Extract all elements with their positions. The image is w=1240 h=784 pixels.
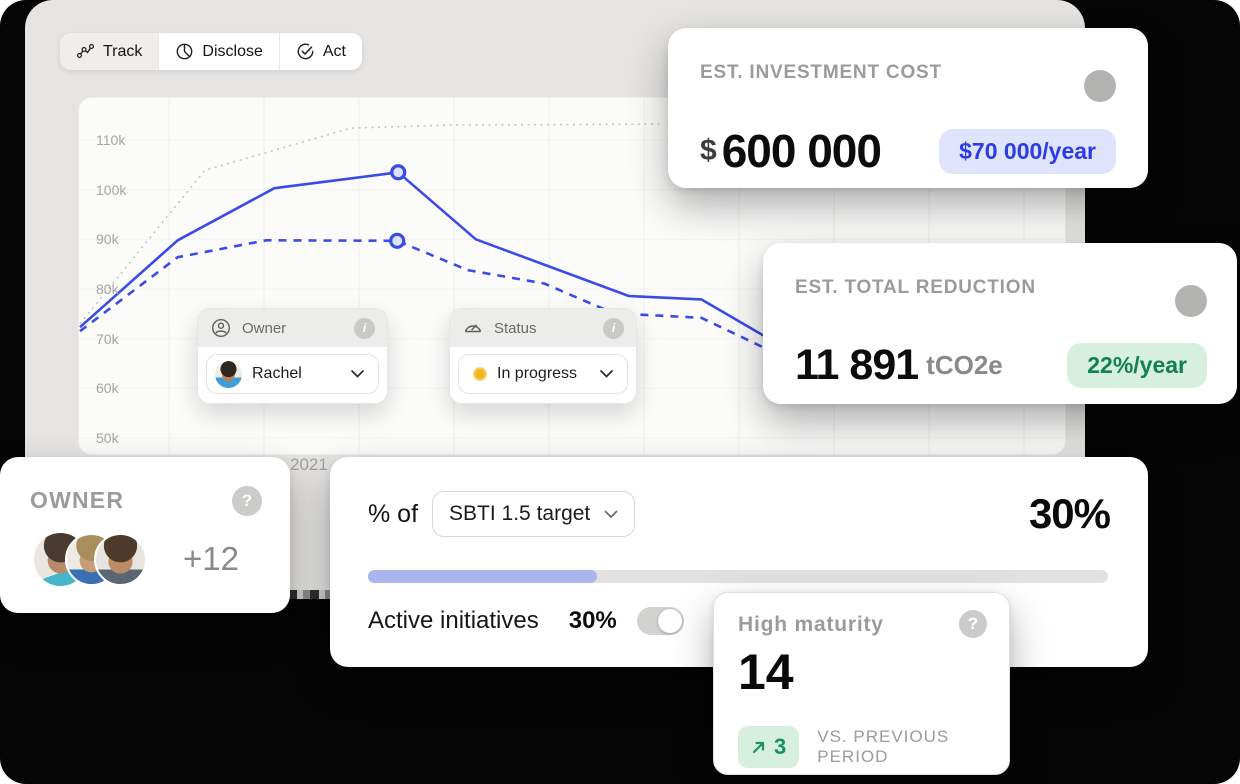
status-select[interactable]: In progress	[458, 354, 628, 394]
y-axis-tick: 60k	[96, 380, 119, 397]
status-filter-card: Status i In progress	[449, 308, 637, 404]
tab-disclose-label: Disclose	[202, 42, 263, 60]
card-avatar-placeholder-dot	[1084, 70, 1116, 102]
total-reduction-title: EST. TOTAL REDUCTION	[795, 277, 1036, 298]
active-initiatives-value: 30%	[568, 607, 617, 634]
investment-cost-title: EST. INVESTMENT COST	[700, 62, 942, 83]
currency-symbol: $	[700, 134, 717, 167]
owner-select[interactable]: Rachel	[206, 354, 379, 394]
help-icon[interactable]: ?	[232, 486, 262, 516]
total-reduction-unit: tCO2e	[926, 350, 1003, 380]
y-axis-tick: 90k	[96, 231, 119, 248]
owner-filter-header: Owner i	[198, 309, 387, 347]
help-icon[interactable]: ?	[959, 610, 987, 638]
act-icon	[297, 43, 314, 60]
status-filter-header: Status i	[450, 309, 636, 347]
tab-track-label: Track	[103, 42, 143, 60]
owner-filter-card: Owner i Rachel	[197, 308, 388, 404]
info-icon[interactable]: i	[603, 317, 624, 339]
chevron-down-icon	[351, 370, 364, 378]
track-icon	[76, 43, 95, 59]
avatar	[215, 360, 242, 388]
y-axis-tick: 50k	[96, 430, 119, 446]
investment-per-year-badge: $70 000/year	[939, 128, 1116, 174]
y-axis-tick: 80k	[96, 281, 119, 297]
high-maturity-card: High maturity ? 14 3 VS. PREVIOUS PERIOD	[713, 592, 1010, 775]
investment-cost-value: 600 000	[721, 125, 882, 177]
info-icon[interactable]: i	[354, 317, 375, 339]
high-maturity-title: High maturity	[738, 613, 884, 636]
status-inprogress-dot	[473, 367, 487, 381]
target-percent-value: 30%	[1028, 490, 1111, 537]
chart-x-axis-label: 2021	[290, 455, 328, 474]
arrow-up-right-icon	[752, 741, 765, 754]
y-axis-tick: 100k	[96, 181, 127, 198]
high-maturity-value: 14	[738, 644, 794, 700]
compare-period-label: VS. PREVIOUS PERIOD	[817, 727, 950, 766]
status-filter-label: Status	[494, 319, 537, 337]
owner-select-value: Rachel	[252, 365, 302, 382]
tab-act[interactable]: Act	[279, 33, 362, 70]
target-select-value: SBTI 1.5 target	[449, 502, 591, 525]
tab-act-label: Act	[322, 42, 346, 60]
y-axis-tick: 110k	[96, 132, 126, 148]
owner-summary-card: OWNER ? +12	[0, 457, 290, 613]
target-select[interactable]: SBTI 1.5 target	[432, 491, 636, 537]
y-axis-tick: 70k	[96, 330, 119, 347]
avatar	[94, 533, 147, 586]
chevron-down-icon	[604, 510, 618, 518]
target-progress-track	[368, 570, 1108, 583]
owner-avatar-group	[34, 533, 147, 586]
active-initiatives-label: Active initiatives	[368, 607, 539, 634]
percent-of-label: % of	[368, 499, 419, 528]
investment-cost-card: EST. INVESTMENT COST $ 600 000 $70 000/y…	[668, 28, 1148, 188]
owner-filter-label: Owner	[242, 319, 287, 337]
total-reduction-value: 11 891	[795, 341, 919, 389]
owner-summary-title: OWNER	[30, 487, 125, 513]
delta-badge: 3	[738, 726, 800, 768]
gauge-icon	[464, 324, 482, 333]
tab-track[interactable]: Track	[60, 33, 160, 70]
active-initiatives-toggle[interactable]	[636, 607, 684, 635]
view-tabbar: Track Disclose Act	[60, 33, 362, 70]
toggle-knob	[657, 609, 682, 633]
status-select-value: In progress	[497, 365, 578, 382]
delta-value: 3	[774, 734, 787, 759]
horizontal-scrollbar[interactable]	[288, 590, 334, 599]
chevron-down-icon	[600, 370, 613, 378]
tab-disclose[interactable]: Disclose	[159, 33, 280, 70]
more-owners-count[interactable]: +12	[183, 540, 239, 577]
reduction-per-year-badge: 22%/year	[1067, 343, 1207, 388]
person-icon	[211, 318, 231, 338]
total-reduction-card: EST. TOTAL REDUCTION 11 891 tCO2e 22%/ye…	[763, 243, 1237, 404]
target-progress-fill	[368, 570, 598, 583]
card-avatar-placeholder-dot	[1175, 285, 1207, 317]
disclose-icon	[177, 43, 193, 60]
